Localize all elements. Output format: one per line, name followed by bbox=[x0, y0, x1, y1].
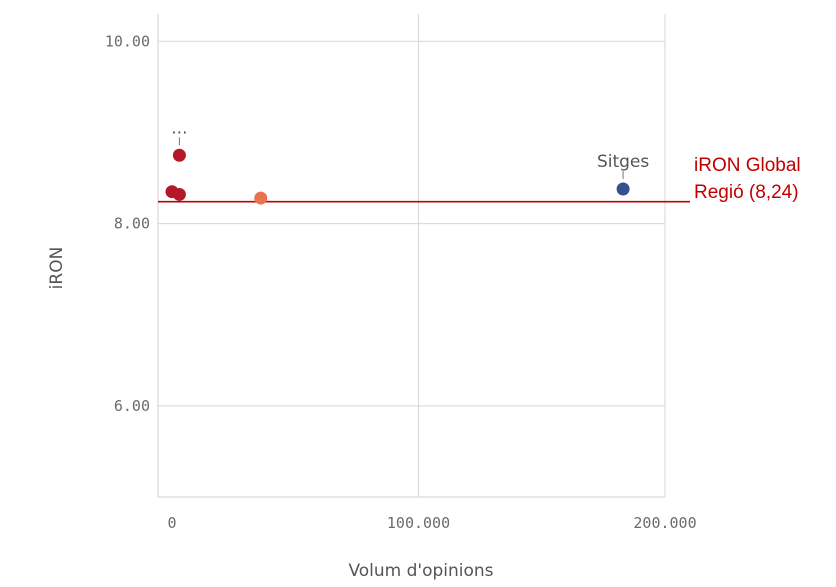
data-points: ... Sitges bbox=[165, 118, 649, 205]
grid-lines bbox=[157, 14, 666, 498]
x-tick-label: 0 bbox=[167, 514, 176, 532]
y-tick-label: 10.00 bbox=[105, 32, 150, 50]
data-point-label: ... bbox=[171, 118, 187, 138]
data-point bbox=[616, 182, 630, 196]
tick-labels: 6.00 8.00 10.00 0 100.000 200.000 bbox=[105, 32, 697, 532]
y-tick-label: 8.00 bbox=[114, 215, 150, 233]
x-tick-label: 200.000 bbox=[633, 514, 696, 532]
reference-line-label: iRON Global Regió (8,24) bbox=[694, 152, 801, 206]
x-axis-title: Volum d'opinions bbox=[348, 561, 493, 581]
reference-line-label-line2: Regió (8,24) bbox=[694, 182, 799, 203]
data-point bbox=[172, 148, 186, 162]
y-axis-title: iRON bbox=[47, 247, 67, 290]
data-point-label: Sitges bbox=[597, 152, 649, 172]
reference-line-label-line1: iRON Global bbox=[694, 155, 801, 176]
data-point bbox=[254, 191, 268, 205]
y-tick-label: 6.00 bbox=[114, 397, 150, 415]
x-tick-label: 100.000 bbox=[387, 514, 450, 532]
data-point bbox=[172, 187, 186, 201]
